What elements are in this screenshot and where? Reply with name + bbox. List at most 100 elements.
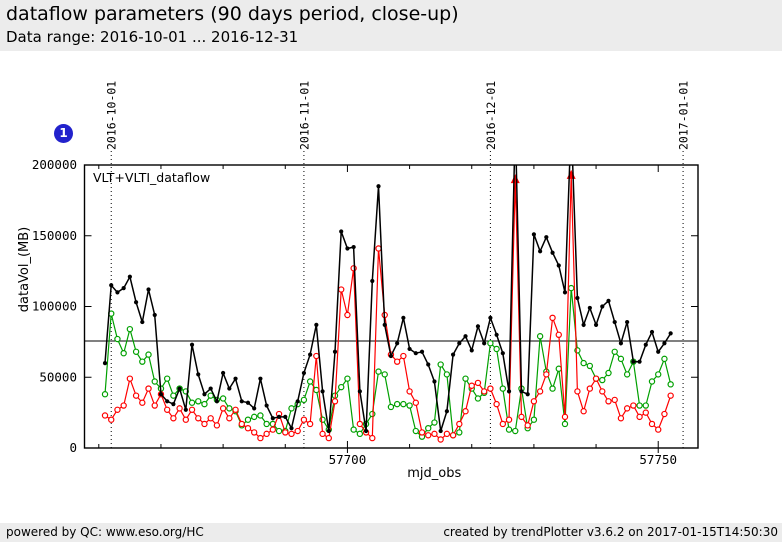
data-point bbox=[308, 352, 313, 357]
data-point bbox=[170, 415, 177, 422]
data-point bbox=[300, 396, 308, 404]
data-point bbox=[438, 428, 443, 434]
data-point bbox=[519, 389, 524, 394]
data-point bbox=[319, 430, 326, 438]
data-point bbox=[474, 379, 482, 387]
data-point bbox=[662, 341, 667, 346]
data-point bbox=[170, 392, 177, 399]
data-point bbox=[482, 341, 487, 346]
data-point bbox=[201, 420, 208, 428]
data-point bbox=[393, 400, 401, 408]
data-point bbox=[300, 416, 308, 423]
data-point bbox=[406, 388, 413, 395]
data-point bbox=[661, 355, 668, 363]
data-point bbox=[356, 430, 364, 438]
data-point bbox=[586, 385, 594, 392]
data-point bbox=[201, 400, 208, 408]
data-point bbox=[126, 375, 134, 382]
data-point bbox=[270, 416, 275, 421]
data-point bbox=[549, 385, 556, 392]
data-point bbox=[232, 406, 239, 413]
data-point bbox=[395, 341, 400, 346]
data-point bbox=[593, 322, 599, 327]
x-tick-label: 57750 bbox=[639, 452, 677, 467]
data-point bbox=[636, 413, 643, 421]
data-point bbox=[219, 395, 227, 402]
data-point bbox=[213, 422, 221, 429]
data-point bbox=[499, 420, 507, 428]
data-point bbox=[120, 402, 127, 409]
data-point bbox=[195, 415, 202, 422]
data-point bbox=[500, 351, 505, 356]
data-point bbox=[555, 331, 562, 338]
data-point bbox=[431, 430, 438, 438]
data-point bbox=[126, 325, 134, 333]
data-point bbox=[623, 371, 631, 378]
data-point bbox=[140, 319, 145, 325]
data-point bbox=[567, 284, 575, 292]
data-point bbox=[176, 405, 183, 412]
data-point bbox=[637, 359, 642, 364]
data-point bbox=[400, 352, 407, 360]
data-point bbox=[363, 428, 369, 434]
data-point bbox=[263, 430, 270, 438]
y-axis-label: dataVol_(MB) bbox=[17, 227, 32, 313]
data-point bbox=[344, 311, 351, 319]
data-point bbox=[642, 402, 649, 409]
data-point bbox=[227, 386, 232, 391]
legend-label: VLT+VLTI_dataflow bbox=[93, 170, 210, 185]
data-point bbox=[643, 342, 648, 347]
data-point bbox=[350, 426, 357, 433]
y-tick-label: 0 bbox=[69, 440, 77, 455]
data-point bbox=[449, 432, 457, 439]
data-point bbox=[188, 406, 196, 413]
plot-number-badge[interactable]: 1 bbox=[54, 124, 73, 143]
data-point bbox=[151, 402, 158, 409]
data-point bbox=[543, 371, 550, 378]
data-point bbox=[114, 406, 121, 413]
data-point bbox=[245, 400, 251, 405]
data-point bbox=[326, 428, 331, 434]
data-point bbox=[109, 283, 114, 288]
data-point bbox=[605, 398, 612, 405]
footer-credit-trendplotter: created by trendPlotter v3.6.2 on 2017-0… bbox=[443, 525, 778, 539]
data-point bbox=[406, 402, 413, 409]
data-point bbox=[592, 375, 600, 382]
data-point bbox=[288, 405, 295, 412]
data-point bbox=[257, 412, 264, 419]
data-point bbox=[114, 335, 121, 343]
data-point bbox=[163, 406, 171, 413]
data-point bbox=[530, 416, 538, 423]
data-point bbox=[289, 426, 294, 431]
y-tick-label: 200000 bbox=[32, 157, 77, 172]
data-point bbox=[505, 426, 513, 433]
data-point bbox=[425, 432, 432, 439]
date-line-label: 2016-11-01 bbox=[297, 81, 311, 150]
data-point bbox=[536, 333, 544, 340]
data-point bbox=[549, 314, 556, 322]
data-point bbox=[356, 420, 364, 428]
data-point bbox=[257, 434, 264, 442]
data-point bbox=[375, 368, 382, 375]
data-point bbox=[468, 382, 475, 389]
data-point bbox=[269, 426, 277, 433]
x-axis-label: mjd_obs bbox=[407, 466, 461, 481]
data-point bbox=[469, 348, 474, 353]
data-point bbox=[127, 274, 132, 279]
data-point bbox=[344, 375, 351, 382]
data-point bbox=[574, 388, 581, 395]
data-point bbox=[177, 386, 182, 391]
data-point bbox=[413, 351, 418, 356]
data-point bbox=[195, 398, 202, 405]
data-point bbox=[264, 403, 269, 408]
data-point bbox=[656, 349, 661, 354]
data-point bbox=[462, 408, 469, 415]
data-point bbox=[102, 361, 108, 366]
data-point bbox=[283, 414, 288, 419]
data-point bbox=[376, 184, 381, 189]
data-point bbox=[562, 290, 568, 295]
data-point bbox=[425, 424, 432, 432]
date-line-label: 2016-10-01 bbox=[105, 81, 119, 150]
data-point bbox=[306, 420, 314, 428]
